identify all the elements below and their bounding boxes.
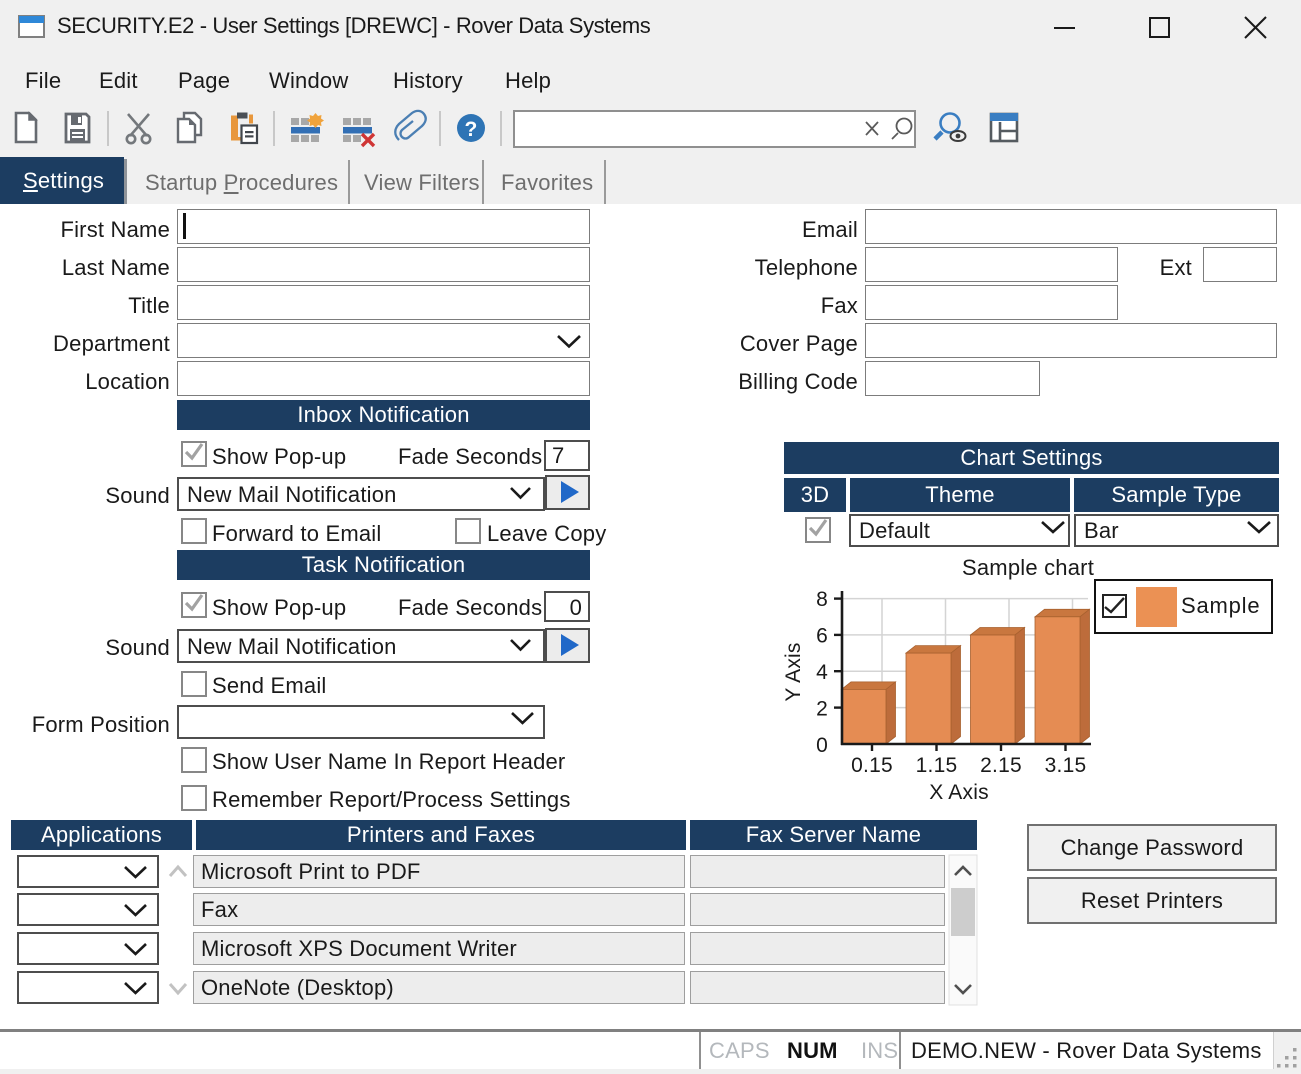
- svg-text:0.15: 0.15: [851, 754, 893, 777]
- svg-text:8: 8: [816, 588, 828, 611]
- svg-text:Y Axis: Y Axis: [782, 642, 805, 701]
- svg-text:6: 6: [816, 625, 828, 648]
- svg-text:X Axis: X Axis: [929, 781, 989, 804]
- svg-text:2.15: 2.15: [980, 754, 1022, 777]
- svg-text:4: 4: [816, 661, 828, 684]
- svg-text:2: 2: [816, 698, 828, 721]
- svg-text:3.15: 3.15: [1045, 754, 1087, 777]
- svg-text:1.15: 1.15: [916, 754, 958, 777]
- svg-text:?: ?: [464, 118, 477, 141]
- svg-text:0: 0: [816, 734, 828, 757]
